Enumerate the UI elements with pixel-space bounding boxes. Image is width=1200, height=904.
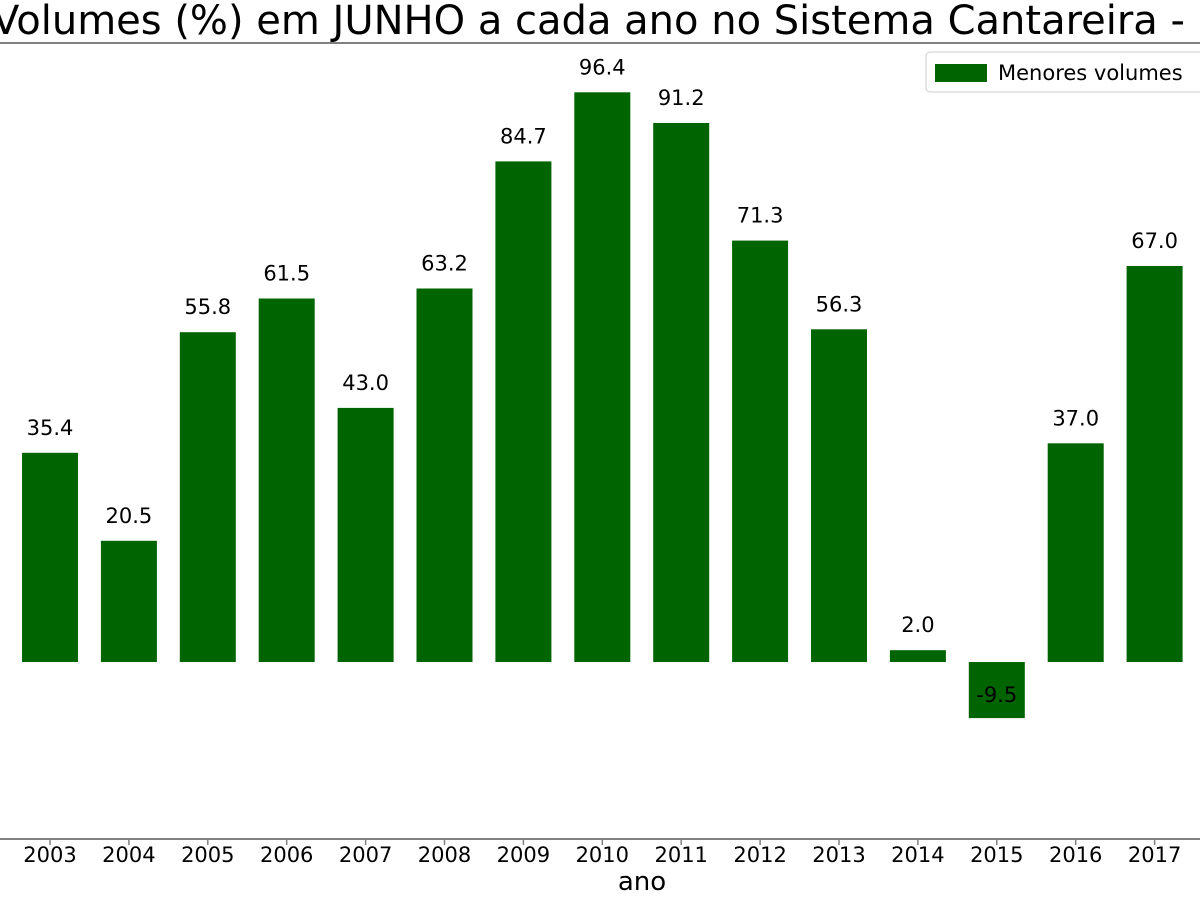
x-tick-label-2010: 2010 bbox=[576, 843, 629, 867]
value-label-2003: 35.4 bbox=[27, 416, 74, 440]
x-tick-label-2003: 2003 bbox=[23, 843, 76, 867]
bar-2003 bbox=[22, 452, 78, 662]
bar-2011 bbox=[653, 123, 710, 662]
value-label-2016: 37.0 bbox=[1052, 406, 1099, 430]
bar-2007 bbox=[337, 407, 394, 662]
x-tick-label-2012: 2012 bbox=[733, 843, 786, 867]
x-tick-label-2014: 2014 bbox=[891, 843, 944, 867]
value-label-2015: -9.5 bbox=[976, 683, 1017, 707]
value-label-2017: 67.0 bbox=[1131, 229, 1178, 253]
bar-2008 bbox=[416, 288, 473, 662]
bar-2005 bbox=[179, 332, 236, 662]
x-tick-label-2005: 2005 bbox=[181, 843, 234, 867]
x-tick-label-2009: 2009 bbox=[497, 843, 550, 867]
bars-group bbox=[22, 92, 1183, 719]
x-tick-label-2015: 2015 bbox=[970, 843, 1023, 867]
bar-2014 bbox=[889, 650, 946, 662]
bar-2012 bbox=[732, 240, 789, 662]
x-tick-label-2004: 2004 bbox=[102, 843, 155, 867]
value-label-2007: 43.0 bbox=[342, 371, 389, 395]
value-label-2010: 96.4 bbox=[579, 55, 626, 79]
bar-2017 bbox=[1126, 266, 1183, 662]
x-tick-label-2007: 2007 bbox=[339, 843, 392, 867]
value-label-2012: 71.3 bbox=[737, 204, 784, 228]
x-tick-label-2006: 2006 bbox=[260, 843, 313, 867]
legend: Menores volumes bbox=[925, 51, 1200, 93]
x-tick-label-2011: 2011 bbox=[654, 843, 707, 867]
value-label-2006: 61.5 bbox=[263, 262, 310, 286]
legend-swatch bbox=[935, 64, 987, 82]
bar-2006 bbox=[258, 298, 315, 662]
bar-2015 bbox=[968, 662, 1025, 719]
value-label-2005: 55.8 bbox=[184, 295, 231, 319]
value-label-2013: 56.3 bbox=[816, 292, 863, 316]
x-axis-label: ano bbox=[618, 867, 666, 897]
value-label-2004: 20.5 bbox=[106, 504, 153, 528]
bar-2013 bbox=[811, 329, 867, 662]
value-label-2008: 63.2 bbox=[421, 252, 468, 276]
bar-2016 bbox=[1047, 443, 1104, 662]
value-label-2011: 91.2 bbox=[658, 86, 705, 110]
value-label-2009: 84.7 bbox=[500, 124, 547, 148]
bar-2010 bbox=[574, 92, 631, 663]
x-tick-label-2016: 2016 bbox=[1049, 843, 1102, 867]
bar-2009 bbox=[495, 161, 552, 662]
x-tick-label-2008: 2008 bbox=[418, 843, 471, 867]
x-tick-labels-group: 2003 2004 2005 2006 2007 2008 2009 2010 2011 2012… bbox=[23, 839, 1181, 867]
x-tick-label-2017: 2017 bbox=[1128, 843, 1181, 867]
value-label-2014: 2.0 bbox=[901, 613, 934, 637]
bar-2004 bbox=[100, 540, 157, 662]
legend-box bbox=[925, 51, 1200, 93]
chart-title: Volumes (%) em JUNHO a cada ano no Siste… bbox=[0, 0, 1200, 44]
legend-label: Menores volumes bbox=[998, 61, 1183, 85]
value-labels-group: 35.4 20.5 55.8 61.5 43.0 63.2 84.7 96.4 91.2 71.3… bbox=[27, 55, 1178, 707]
x-tick-label-2013: 2013 bbox=[812, 843, 865, 867]
